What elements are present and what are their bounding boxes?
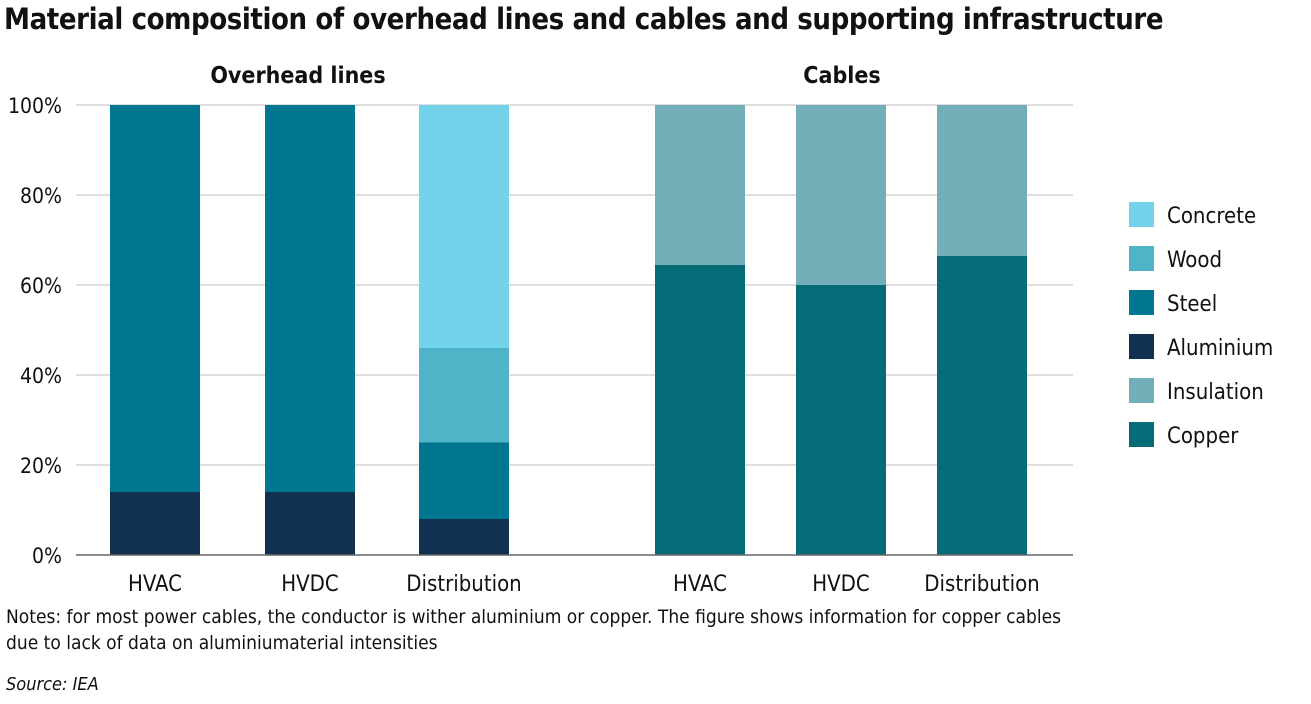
x-tick-label: HVDC <box>281 572 339 597</box>
legend-label-concrete: Concrete <box>1167 204 1256 229</box>
x-tick-label: Distribution <box>406 572 521 597</box>
group-label: Overhead lines <box>210 63 385 89</box>
legend-label-wood: Wood <box>1167 248 1222 273</box>
bar-segment-aluminium <box>265 492 355 555</box>
y-axis-tick-labels: 0% 20% 40% 60% 80% 100% <box>8 94 62 568</box>
legend-label-aluminium: Aluminium <box>1167 336 1273 361</box>
y-tick-label: 100% <box>8 94 62 118</box>
legend-swatch-wood <box>1129 246 1154 271</box>
legend: Concrete Wood Steel Aluminium Insulation Copp… <box>1129 202 1273 449</box>
legend-label-insulation: Insulation <box>1167 380 1264 405</box>
bar-segment-steel <box>419 442 509 519</box>
gridlines <box>76 104 1073 466</box>
y-tick-label: 20% <box>20 454 62 478</box>
chart-notes: Notes: for most power cables, the conduc… <box>6 606 1062 654</box>
group-labels: Overhead lines Cables <box>210 63 880 89</box>
legend-swatch-aluminium <box>1129 334 1154 359</box>
bar-segment-insulation <box>796 105 886 285</box>
legend-swatch-concrete <box>1129 202 1154 227</box>
bar-segment-copper <box>937 255 1027 555</box>
bar-segment-steel <box>110 105 200 492</box>
x-tick-label: Distribution <box>924 572 1039 597</box>
x-axis-category-labels: HVAC HVDC Distribution HVAC HVDC Distribution <box>128 572 1040 597</box>
group-label: Cables <box>803 63 880 89</box>
bar-segment-insulation <box>937 105 1027 256</box>
y-tick-label: 40% <box>20 364 62 388</box>
bar-segment-wood <box>419 348 509 443</box>
legend-swatch-steel <box>1129 290 1154 315</box>
x-tick-label: HVAC <box>128 572 182 597</box>
x-tick-label: HVAC <box>673 572 727 597</box>
legend-swatch-copper <box>1129 422 1154 447</box>
bar-segment-aluminium <box>110 492 200 555</box>
chart-title: Material composition of overhead lines a… <box>4 2 1164 36</box>
chart-source: Source: IEA <box>6 674 99 695</box>
bar-segment-steel <box>265 105 355 492</box>
y-tick-label: 80% <box>20 184 62 208</box>
bars <box>110 105 1027 555</box>
y-tick-label: 60% <box>20 274 62 298</box>
bar-segment-copper <box>796 285 886 555</box>
bar-segment-copper <box>655 264 745 555</box>
bar-segment-concrete <box>419 105 509 348</box>
y-tick-label: 0% <box>32 544 62 568</box>
x-tick-label: HVDC <box>812 572 870 597</box>
legend-swatch-insulation <box>1129 378 1154 403</box>
bar-segment-insulation <box>655 105 745 265</box>
legend-label-steel: Steel <box>1167 292 1217 317</box>
bar-segment-aluminium <box>419 519 509 555</box>
legend-label-copper: Copper <box>1167 424 1239 449</box>
